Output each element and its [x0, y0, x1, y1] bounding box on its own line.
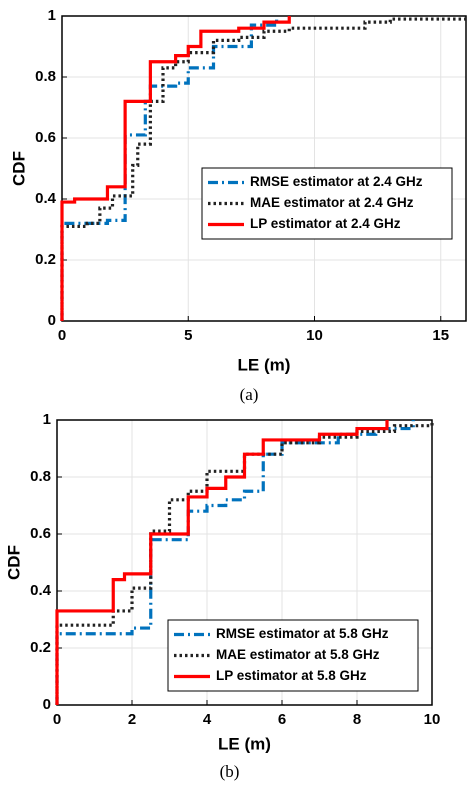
x-axis-label: LE (m) — [218, 734, 271, 753]
x-tick-label: 10 — [306, 327, 323, 344]
y-tick-label: 1 — [43, 411, 51, 428]
x-tick-label: 6 — [278, 711, 286, 728]
y-tick-label: 0.2 — [35, 251, 56, 268]
cdf-line — [60, 17, 466, 321]
legend-label: LP estimator at 2.4 GHz — [250, 216, 401, 231]
y-tick-label: 0.4 — [30, 582, 52, 599]
legend-label: MAE estimator at 5.8 GHz — [216, 647, 380, 662]
axes-box — [56, 419, 433, 706]
x-tick-label: 4 — [203, 711, 212, 728]
y-tick-label: 0.2 — [30, 639, 51, 656]
caption: (b) — [220, 762, 240, 781]
legend-label: MAE estimator at 2.4 GHz — [250, 195, 414, 210]
y-tick-label: 0 — [48, 312, 56, 329]
x-axis-label: LE (m) — [238, 355, 291, 374]
legend-box — [167, 619, 419, 692]
x-tick-label: 2 — [128, 711, 136, 728]
axes-box — [61, 15, 467, 322]
caption: (a) — [240, 385, 259, 404]
x-tick-label: 0 — [53, 711, 61, 728]
y-tick-label: 0.6 — [35, 129, 56, 146]
y-tick-label: 1 — [48, 7, 56, 24]
y-axis-label: CDF — [4, 545, 23, 580]
y-tick-label: 0.4 — [35, 190, 57, 207]
x-tick-label: 8 — [353, 711, 361, 728]
y-tick-label: 0 — [43, 696, 51, 713]
y-tick-label: 0.8 — [35, 68, 56, 85]
y-axis-label: CDF — [9, 151, 28, 186]
legend-label: RMSE estimator at 2.4 GHz — [250, 174, 423, 189]
cdf-line — [60, 16, 291, 321]
x-tick-label: 10 — [424, 711, 441, 728]
cdf-line — [55, 420, 389, 705]
cdf-line — [55, 420, 415, 705]
x-tick-label: 15 — [432, 327, 449, 344]
legend-label: LP estimator at 5.8 GHz — [216, 668, 367, 683]
y-tick-label: 0.6 — [30, 525, 51, 542]
x-tick-label: 5 — [184, 327, 192, 344]
y-tick-label: 0.8 — [30, 468, 51, 485]
legend-label: RMSE estimator at 5.8 GHz — [216, 626, 389, 641]
legend-box — [201, 167, 453, 240]
x-tick-label: 0 — [58, 327, 66, 344]
